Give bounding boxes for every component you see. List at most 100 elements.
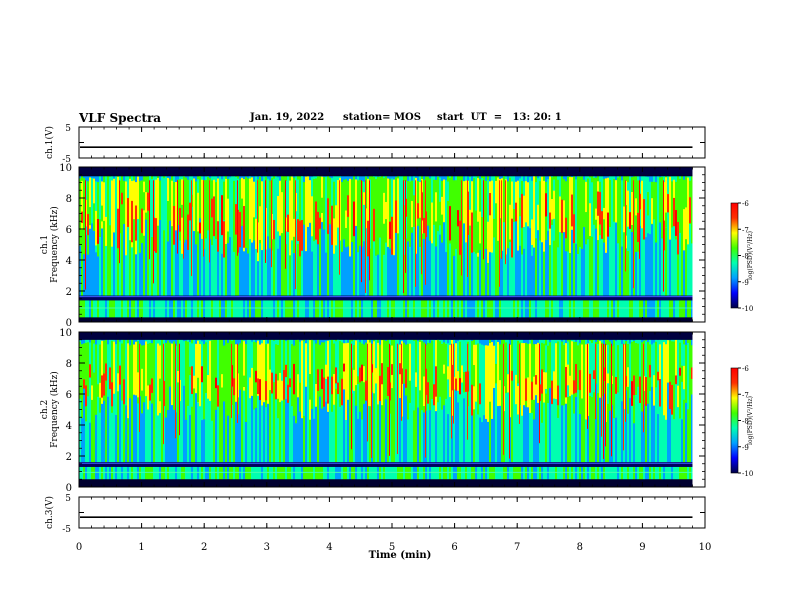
spectrogram-cell: [395, 466, 397, 480]
spectrogram-column: [365, 339, 367, 463]
spectrogram-cell: [597, 343, 599, 394]
spectrogram-cell: [129, 345, 131, 399]
spectrogram-column: [175, 176, 177, 296]
spectrogram-column: [513, 339, 515, 463]
spectrogram-column: [199, 176, 201, 296]
spectrogram-cell: [431, 202, 433, 244]
spectrogram-column: [241, 176, 243, 296]
ch3-waveform-ylabel: ch.3(V): [44, 496, 55, 529]
spectrogram-streak: [623, 343, 624, 451]
spectrogram-cell: [271, 466, 273, 480]
spectrogram-cell: [519, 300, 521, 318]
spectrogram-cell: [167, 466, 169, 480]
spectrogram-cell: [643, 466, 645, 480]
spectrogram-cell: [101, 205, 103, 222]
spectrogram-cell: [657, 300, 659, 318]
spectrogram-cell: [301, 219, 303, 251]
spectrogram-cell: [207, 342, 209, 400]
spectrogram-cell: [603, 207, 605, 220]
spectrogram-cell: [155, 300, 157, 318]
spectrogram-cell: [513, 300, 515, 318]
ch2-spectrogram-ytick-label: 0: [66, 483, 72, 494]
spectrogram-cell: [465, 466, 467, 480]
spectrogram-cell: [329, 345, 331, 396]
spectrogram-cell: [569, 343, 571, 401]
spectrogram-cell: [395, 340, 397, 417]
spectrogram-cell: [127, 466, 129, 480]
spectrogram-cell: [543, 343, 545, 392]
spectrogram-cell: [511, 340, 513, 383]
spectrogram-cell: [381, 177, 383, 234]
spectrogram-cell: [221, 374, 223, 388]
spectrogram-cell: [355, 300, 357, 318]
spectrogram-streak: [461, 180, 462, 276]
spectrogram-cell: [281, 380, 283, 401]
spectrogram-cell: [83, 177, 85, 255]
spectrogram-cell: [507, 181, 509, 237]
spectrogram-cell: [195, 466, 197, 480]
spectrogram-cell: [545, 372, 547, 389]
spectrogram-cell: [383, 341, 385, 388]
spectrogram-cell: [527, 377, 529, 408]
ch2-spectrogram-ytick-label: 6: [66, 390, 72, 401]
spectrogram-cell: [229, 300, 231, 318]
spectrogram-column: [87, 339, 89, 463]
spectrogram-cell: [683, 466, 685, 480]
spectrogram-cell: [561, 199, 563, 234]
spectrogram-cell: [331, 300, 333, 318]
spectrogram-cell: [565, 181, 567, 252]
spectrogram-cell: [425, 300, 427, 318]
spectrogram-cell: [131, 300, 133, 318]
spectrogram-cell: [297, 339, 299, 383]
spectrogram-cell: [79, 295, 693, 301]
spectrogram-cell: [289, 378, 291, 388]
spectrogram-cell: [667, 340, 669, 383]
spectrogram-cell: [539, 466, 541, 480]
spectrogram-cell: [579, 466, 581, 480]
spectrogram-column: [247, 339, 249, 463]
spectrogram-cell: [349, 178, 351, 228]
spectrogram-cell: [669, 340, 671, 395]
spectrogram-streak: [265, 180, 266, 263]
spectrogram-cell: [125, 466, 127, 480]
spectrogram-cell: [263, 466, 265, 480]
spectrogram-cell: [495, 466, 497, 480]
spectrogram-cell: [639, 344, 641, 407]
spectrogram-cell: [383, 192, 385, 224]
spectrogram-column: [551, 176, 553, 296]
spectrogram-cell: [341, 378, 343, 406]
spectrogram-column: [427, 176, 429, 296]
spectrogram-cell: [493, 176, 495, 253]
spectrogram-cell: [571, 300, 573, 318]
spectrogram-cell: [627, 367, 629, 387]
spectrogram-cell: [589, 466, 591, 480]
spectrogram-column: [553, 339, 555, 463]
spectrogram-cell: [483, 300, 485, 318]
spectrogram-cell: [447, 366, 449, 380]
spectrogram-cell: [503, 176, 505, 223]
spectrogram-cell: [153, 342, 155, 384]
spectrogram-cell: [587, 300, 589, 318]
spectrogram-column: [283, 176, 285, 296]
spectrogram-cell: [685, 344, 687, 403]
spectrogram-cell: [459, 179, 461, 254]
spectrogram-cell: [177, 300, 179, 318]
spectrogram-cell: [429, 343, 431, 411]
spectrogram-cell: [133, 180, 135, 220]
spectrogram-column: [611, 176, 613, 296]
spectrogram-cell: [649, 181, 651, 235]
spectrogram-cell: [105, 340, 107, 421]
spectrogram-cell: [535, 466, 537, 480]
spectrogram-cell: [297, 219, 299, 241]
spectrogram-streak: [601, 343, 602, 437]
spectrogram-cell: [465, 217, 467, 243]
spectrogram-cell: [105, 176, 107, 252]
spectrogram-streak: [425, 343, 426, 458]
spectrogram-cell: [83, 300, 85, 318]
spectrogram-cell: [421, 466, 423, 480]
spectrogram-streak: [367, 343, 368, 442]
spectrogram-cell: [235, 204, 237, 235]
spectrogram-cell: [491, 180, 493, 253]
spectrogram-cell: [131, 466, 133, 480]
spectrogram-cell: [287, 182, 289, 241]
